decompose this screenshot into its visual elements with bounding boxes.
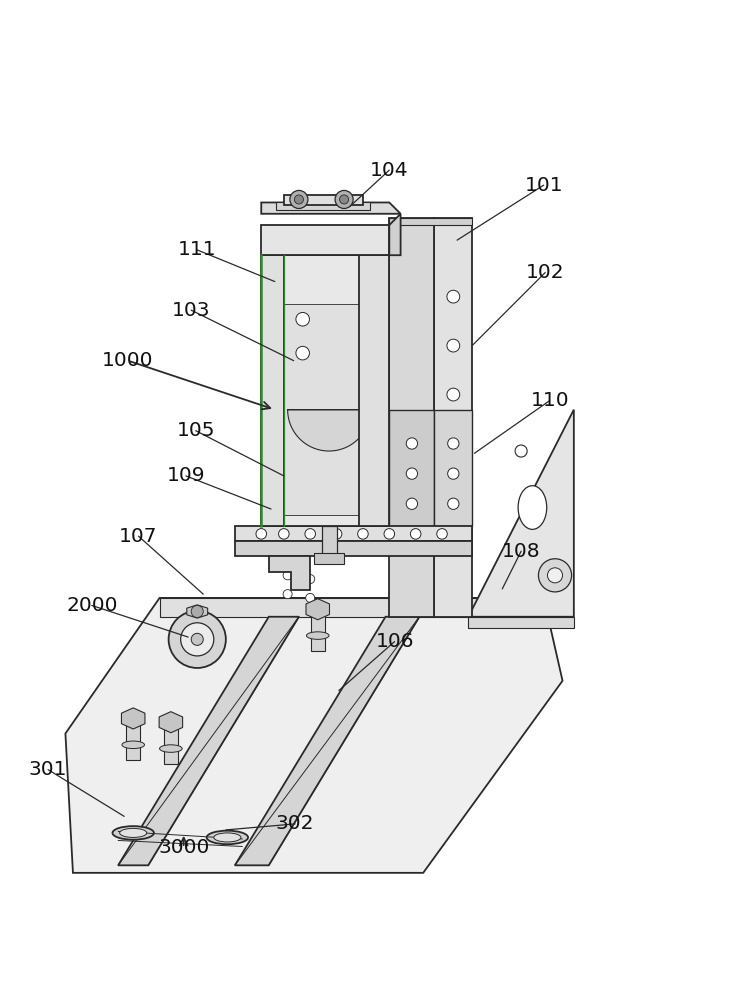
Polygon shape <box>359 255 389 526</box>
Circle shape <box>447 339 460 352</box>
Text: 108: 108 <box>502 542 541 561</box>
Text: 302: 302 <box>276 814 314 833</box>
Circle shape <box>305 593 314 602</box>
Bar <box>311 609 324 651</box>
Ellipse shape <box>160 745 182 752</box>
Text: 105: 105 <box>176 421 215 440</box>
Circle shape <box>448 498 459 509</box>
Circle shape <box>169 611 226 668</box>
Polygon shape <box>389 218 472 225</box>
Circle shape <box>191 633 203 645</box>
Polygon shape <box>262 225 389 255</box>
Text: 103: 103 <box>172 301 210 320</box>
Text: 1000: 1000 <box>102 351 153 370</box>
Text: 107: 107 <box>119 527 158 546</box>
Circle shape <box>331 529 342 539</box>
Circle shape <box>437 529 448 539</box>
Polygon shape <box>262 255 284 526</box>
Polygon shape <box>269 556 310 590</box>
Polygon shape <box>160 598 544 617</box>
Polygon shape <box>389 214 401 255</box>
Text: 2000: 2000 <box>66 596 117 615</box>
Text: 102: 102 <box>526 263 565 282</box>
Circle shape <box>547 568 562 583</box>
Polygon shape <box>287 410 370 451</box>
Text: 110: 110 <box>531 391 569 410</box>
Circle shape <box>515 445 527 457</box>
Circle shape <box>406 468 417 479</box>
Text: 301: 301 <box>29 760 67 779</box>
Text: 106: 106 <box>375 632 414 651</box>
Bar <box>126 718 140 760</box>
Ellipse shape <box>119 828 147 837</box>
Circle shape <box>335 190 353 209</box>
Polygon shape <box>235 526 472 541</box>
Polygon shape <box>306 599 330 620</box>
Circle shape <box>538 559 572 592</box>
Circle shape <box>283 571 292 580</box>
Polygon shape <box>262 202 401 214</box>
Circle shape <box>447 388 460 401</box>
Text: 111: 111 <box>178 240 216 259</box>
Circle shape <box>447 520 460 533</box>
Circle shape <box>296 346 309 360</box>
Polygon shape <box>235 617 420 865</box>
Circle shape <box>296 312 309 326</box>
Circle shape <box>447 456 460 469</box>
Circle shape <box>448 438 459 449</box>
Polygon shape <box>235 541 472 556</box>
Circle shape <box>406 498 417 509</box>
Polygon shape <box>122 708 145 729</box>
Polygon shape <box>314 553 344 564</box>
Polygon shape <box>159 712 183 733</box>
Polygon shape <box>321 526 336 556</box>
Polygon shape <box>276 255 382 526</box>
Text: 109: 109 <box>166 466 205 485</box>
Polygon shape <box>284 195 363 205</box>
Polygon shape <box>389 218 435 617</box>
Text: 3000: 3000 <box>158 838 209 857</box>
Polygon shape <box>118 617 299 865</box>
Polygon shape <box>187 605 208 618</box>
Ellipse shape <box>206 831 248 844</box>
Circle shape <box>256 529 267 539</box>
Polygon shape <box>66 598 562 873</box>
Circle shape <box>358 529 368 539</box>
Polygon shape <box>469 617 574 628</box>
Polygon shape <box>284 304 374 515</box>
Circle shape <box>384 529 395 539</box>
Ellipse shape <box>113 826 154 840</box>
Polygon shape <box>389 410 435 526</box>
Polygon shape <box>435 218 472 617</box>
Circle shape <box>406 438 417 449</box>
Circle shape <box>448 468 459 479</box>
Circle shape <box>191 605 203 618</box>
Circle shape <box>447 290 460 303</box>
Circle shape <box>294 195 303 204</box>
Ellipse shape <box>306 632 329 639</box>
Polygon shape <box>435 410 472 526</box>
Text: 104: 104 <box>370 161 408 180</box>
Text: 101: 101 <box>525 176 563 195</box>
Circle shape <box>290 190 308 209</box>
Ellipse shape <box>518 486 547 529</box>
Ellipse shape <box>214 833 241 842</box>
Polygon shape <box>469 410 574 617</box>
Circle shape <box>181 623 214 656</box>
Circle shape <box>305 575 314 584</box>
Bar <box>164 722 178 764</box>
Circle shape <box>305 529 315 539</box>
Circle shape <box>339 195 349 204</box>
Ellipse shape <box>122 741 144 749</box>
Circle shape <box>278 529 289 539</box>
Circle shape <box>283 590 292 599</box>
Circle shape <box>411 529 421 539</box>
Polygon shape <box>276 202 370 210</box>
